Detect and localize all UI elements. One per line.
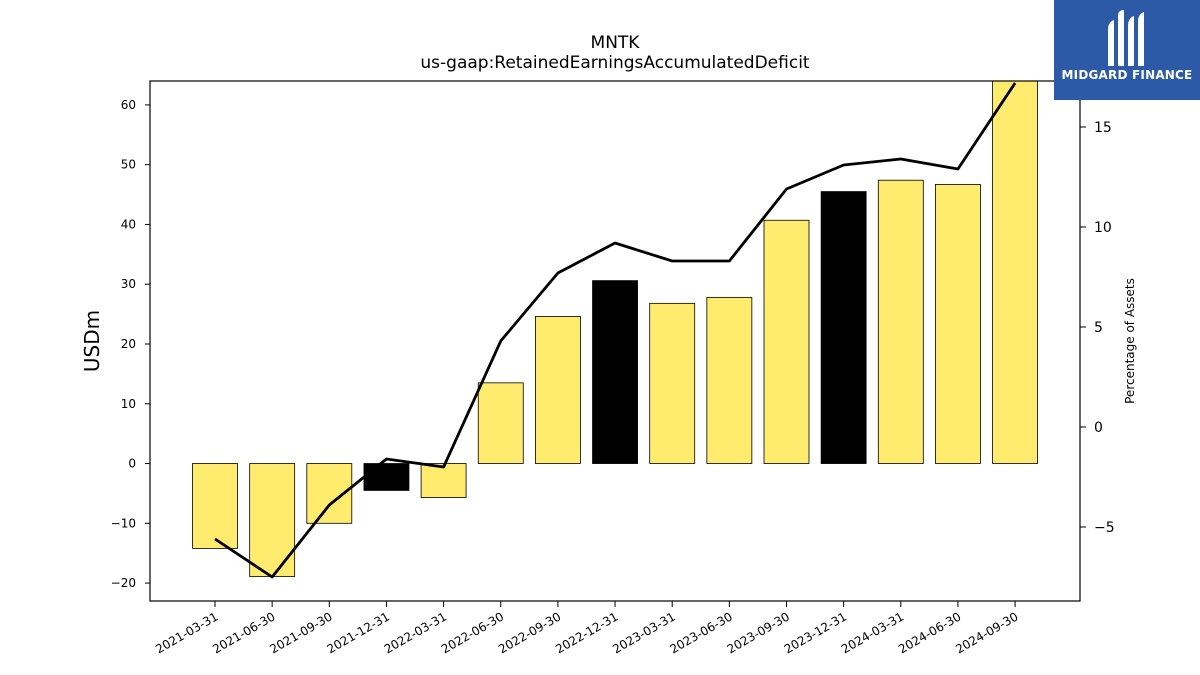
x-tick-label-2023-03-31: 2023-03-31: [610, 609, 677, 656]
x-tick-label-2021-06-30: 2021-06-30: [210, 609, 277, 656]
bar-2022-09-30: [535, 316, 581, 464]
right-tick-label--5: −5: [1094, 520, 1115, 536]
bar-2022-03-31: [420, 463, 467, 498]
x-tick-label-2021-09-30: 2021-09-30: [267, 609, 334, 656]
right-tick-label-15: 15: [1094, 120, 1112, 136]
left-tick-label-10: 10: [121, 397, 136, 411]
bar-2023-12-31: [820, 191, 867, 464]
right-tick-label-0: 0: [1094, 420, 1103, 436]
left-tick-label--10: −10: [111, 516, 136, 530]
x-tick-label-2021-12-31: 2021-12-31: [325, 609, 392, 656]
left-axis: −20 −10 0 10 20 30 40 50 60: [111, 98, 150, 590]
right-tick-label-5: 5: [1094, 320, 1103, 336]
x-tick-label-2021-03-31: 2021-03-31: [153, 609, 220, 656]
bar-2022-12-31: [592, 280, 638, 464]
bar-2024-09-30: [992, 80, 1038, 464]
bar-2023-09-30: [763, 219, 810, 464]
midgard-logo-icon: [1108, 10, 1144, 66]
bar-2024-03-31: [877, 179, 924, 464]
right-axis: −5 0 5 10 15: [1080, 120, 1115, 536]
left-tick-label-50: 50: [121, 158, 136, 172]
chart-title: MNTK: [591, 33, 641, 53]
x-tick-label-2023-12-31: 2023-12-31: [782, 609, 849, 656]
left-tick-label-30: 30: [121, 277, 136, 291]
y-axis-label-right: Percentage of Assets: [1123, 278, 1137, 404]
x-tick-label-2022-09-30: 2022-09-30: [496, 609, 563, 656]
bar-2024-06-30: [935, 184, 981, 464]
bar-2021-06-30: [249, 463, 296, 577]
left-tick-label-60: 60: [121, 98, 136, 112]
left-tick-label-0: 0: [128, 457, 136, 471]
midgard-finance-logo: MIDGARD FINANCE: [1054, 0, 1200, 100]
x-axis: 2021-03-312021-06-302021-09-302021-12-31…: [153, 601, 1021, 656]
plot-frame: [149, 80, 1081, 602]
x-tick-label-2024-06-30: 2024-06-30: [896, 609, 963, 656]
x-tick-label-2022-03-31: 2022-03-31: [382, 609, 449, 656]
left-tick-label-20: 20: [121, 337, 136, 351]
chart-subtitle: us-gaap:RetainedEarningsAccumulatedDefic…: [420, 53, 810, 73]
x-tick-label-2024-03-31: 2024-03-31: [839, 609, 906, 656]
line-layer: [214, 82, 1017, 579]
bar-2023-03-31: [649, 302, 696, 464]
bar-2021-12-31: [363, 463, 410, 491]
logo-text: MIDGARD FINANCE: [1061, 68, 1193, 82]
x-tick-label-2023-09-30: 2023-09-30: [725, 609, 792, 656]
x-tick-label-2022-06-30: 2022-06-30: [439, 609, 506, 656]
left-tick-label-40: 40: [121, 217, 136, 231]
x-tick-label-2023-06-30: 2023-06-30: [667, 609, 734, 656]
y-axis-label-left: USDm: [80, 310, 104, 372]
bar-2023-06-30: [706, 296, 753, 464]
left-tick-label--20: −20: [111, 576, 136, 590]
x-tick-label-2022-12-31: 2022-12-31: [553, 609, 620, 656]
right-tick-label-10: 10: [1094, 220, 1112, 236]
bars-layer: [192, 80, 1038, 577]
bar-2022-06-30: [477, 382, 524, 464]
x-tick-label-2024-09-30: 2024-09-30: [953, 609, 1020, 656]
bar-2021-03-31: [192, 463, 238, 549]
